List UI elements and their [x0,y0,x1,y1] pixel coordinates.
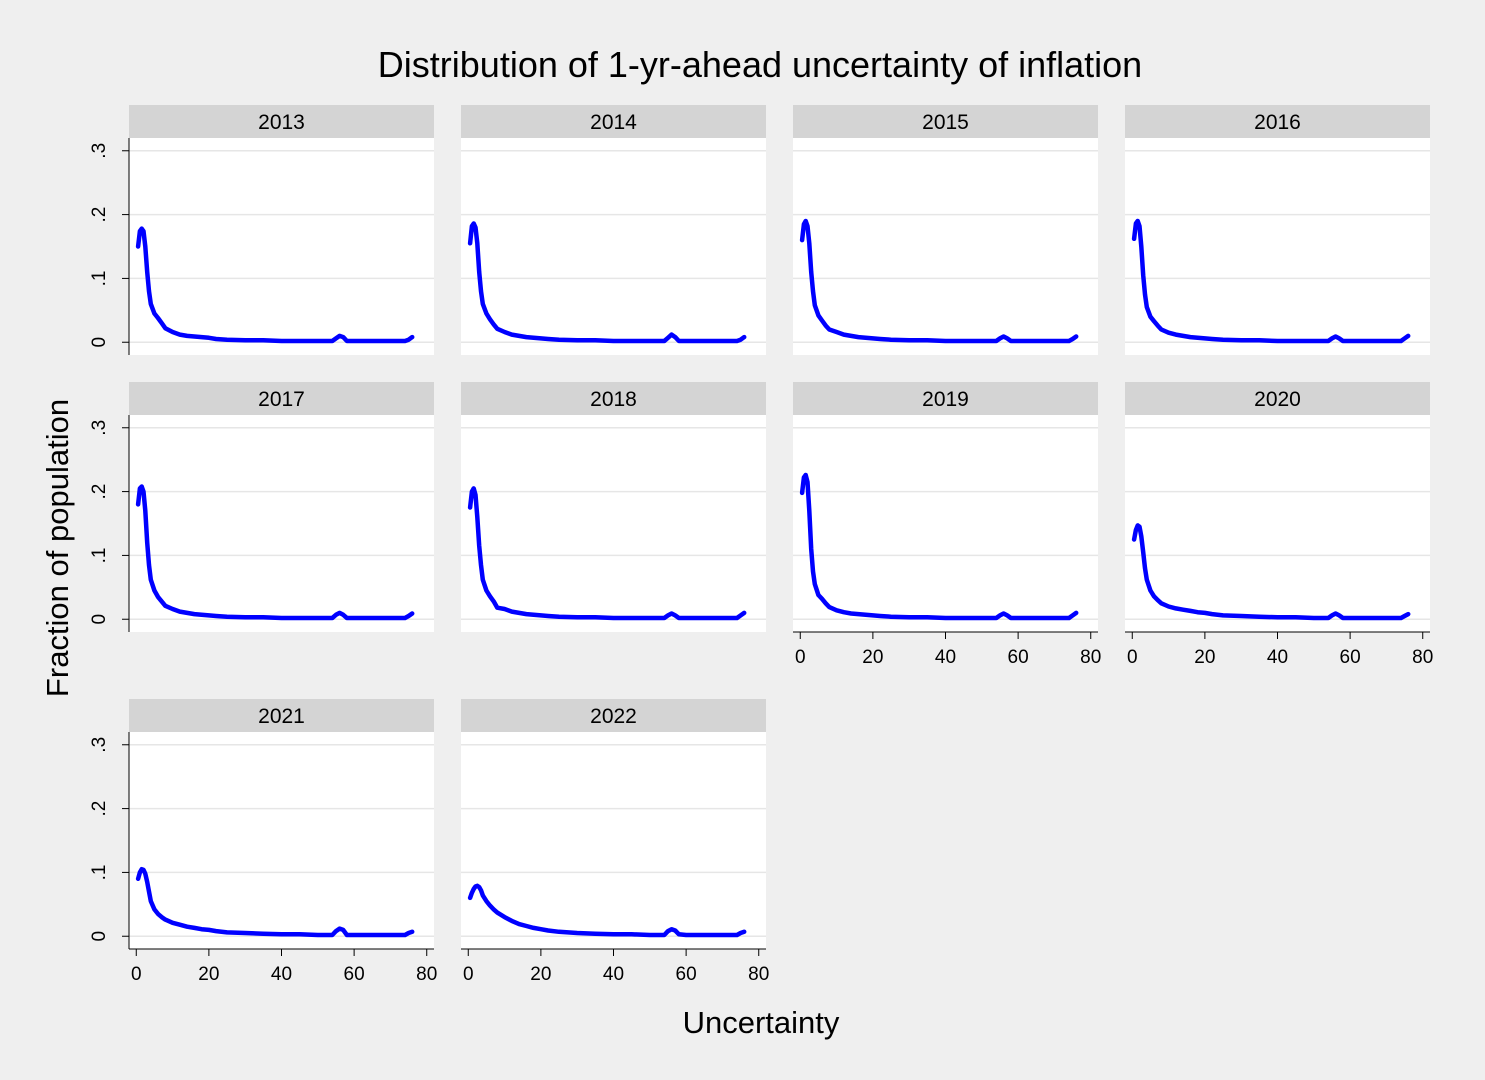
plot-area [129,138,434,355]
facet-strip [793,382,1098,415]
x-tick-label: 80 [416,964,437,985]
facet-strip [129,105,434,138]
facet-panel-2014: 2014 [461,105,766,355]
facet-strip-label: 2018 [590,388,637,411]
x-tick-label: 0 [463,964,474,985]
y-tick-label: 0 [89,337,110,348]
y-tick-label: .1 [89,547,110,563]
x-tick-label: 60 [1008,647,1029,668]
x-tick-label: 0 [1127,647,1138,668]
chart-title: Distribution of 1-yr-ahead uncertainty o… [378,44,1142,85]
y-tick-label: .3 [89,737,110,753]
plot-area [129,415,434,632]
x-tick-label: 20 [530,964,551,985]
facet-panels: 2013 0 .1 .2 .3 2014 2015 2016 2017 0 .1 .2 .3 2018 20… [89,105,1433,985]
x-tick-label: 0 [795,647,806,668]
facet-panel-2017: 2017 0 .1 .2 .3 [89,382,434,632]
facet-strip [793,105,1098,138]
plot-area [1125,415,1430,632]
y-tick-label: .2 [89,484,110,500]
plot-area [461,138,766,355]
x-tick-label: 20 [198,964,219,985]
facet-strip-label: 2020 [1254,388,1301,411]
facet-strip-label: 2016 [1254,111,1301,134]
x-tick-label: 60 [1340,647,1361,668]
facet-strip-label: 2015 [922,111,969,134]
x-tick-label: 80 [1080,647,1101,668]
density-line [135,484,415,621]
facet-strip [1125,382,1430,415]
density-line [799,218,1079,344]
x-tick-label: 60 [676,964,697,985]
y-tick-label: .1 [89,270,110,286]
y-tick-label: .1 [89,864,110,880]
density-line [135,226,415,344]
plot-area [461,732,766,949]
x-tick-label: 0 [131,964,142,985]
facet-strip [1125,105,1430,138]
facet-strip-label: 2014 [590,111,637,134]
x-tick-label: 40 [603,964,624,985]
x-tick-label: 80 [1412,647,1433,668]
facet-strip [461,699,766,732]
density-line [467,883,747,938]
density-line [1131,523,1411,621]
plot-area [129,732,434,949]
x-tick-label: 40 [935,647,956,668]
x-tick-label: 40 [1267,647,1288,668]
facet-strip-label: 2021 [258,705,305,728]
density-line [135,866,415,938]
x-tick-label: 80 [748,964,769,985]
plot-area [793,415,1098,632]
density-line [467,486,747,621]
plot-area [793,138,1098,355]
facet-panel-2020: 2020 0 20 40 60 80 [1125,382,1433,668]
facet-panel-2022: 2022 0 20 40 60 80 [461,699,769,985]
facet-panel-2018: 2018 [461,382,766,632]
x-tick-label: 40 [271,964,292,985]
y-axis-title: Fraction of population [40,399,75,697]
y-tick-label: .3 [89,143,110,159]
density-line [799,472,1079,621]
facet-strip-label: 2019 [922,388,969,411]
facet-strip-label: 2013 [258,111,305,134]
facet-strip-label: 2017 [258,388,305,411]
facet-panel-2015: 2015 [793,105,1098,355]
y-tick-label: .2 [89,801,110,817]
y-tick-label: .3 [89,420,110,436]
facet-strip [129,382,434,415]
facet-panel-2013: 2013 0 .1 .2 .3 [89,105,434,355]
facet-panel-2016: 2016 [1125,105,1430,355]
facet-panel-2019: 2019 0 20 40 60 80 [793,382,1101,668]
x-tick-label: 20 [862,647,883,668]
facet-strip [461,382,766,415]
density-line [467,221,747,344]
density-line [1131,218,1411,344]
y-tick-label: 0 [89,614,110,625]
facet-strip [461,105,766,138]
facet-panel-2021: 2021 0 .1 .2 .3 0 20 40 60 80 [89,699,437,985]
x-tick-label: 20 [1194,647,1215,668]
x-tick-label: 60 [344,964,365,985]
facet-strip-label: 2022 [590,705,637,728]
x-axis-title: Uncertainty [683,1005,840,1040]
facet-strip [129,699,434,732]
y-tick-label: .2 [89,207,110,223]
y-tick-label: 0 [89,931,110,942]
plot-area [461,415,766,632]
plot-area [1125,138,1430,355]
